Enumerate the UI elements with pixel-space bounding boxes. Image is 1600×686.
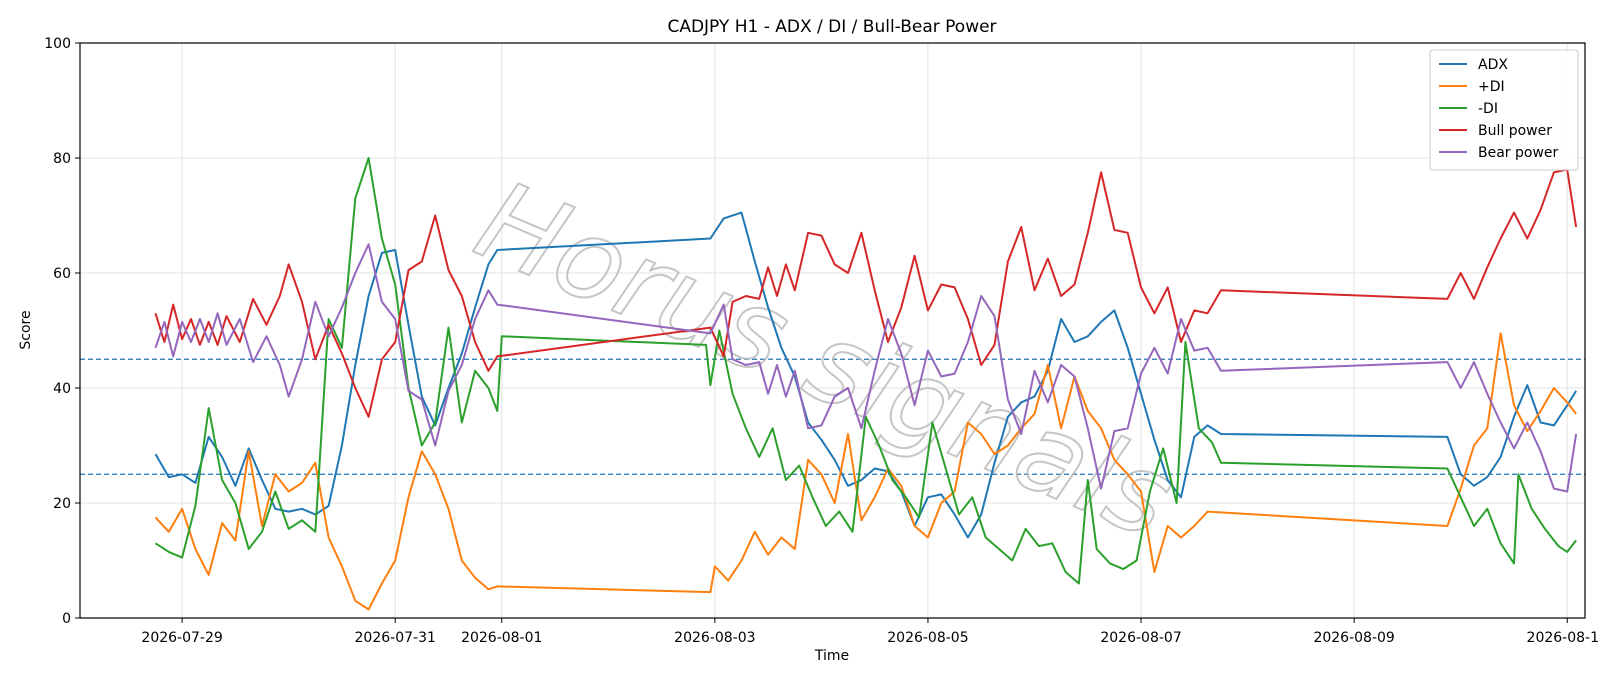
x-tick-label: 2026-08-05 [887,630,968,646]
legend-label: -DI [1478,101,1498,117]
y-tick-label: 0 [62,611,71,627]
x-axis: 2026-07-29 2026-07-31 2026-08-01 2026-08-03… [141,618,1600,646]
y-tick-label: 100 [44,36,71,52]
y-axis: 0 20 40 60 80 100 [44,36,80,627]
x-tick-label: 2026-08-09 [1313,630,1394,646]
legend-label: ADX [1478,57,1508,73]
y-axis-title: Score [18,310,34,349]
legend-label: Bull power [1478,123,1552,139]
plot-frame [79,42,1586,619]
x-tick-label: 2026-07-29 [141,630,222,646]
legend: ADX +DI -DI Bull power Bear power [1429,49,1579,171]
legend-box [1429,49,1579,171]
series-line-bear-power [154,243,1578,493]
legend-label: +DI [1478,79,1505,95]
series-line--di [154,332,1577,611]
series-layer [154,157,1578,611]
legend-label: Bear power [1478,145,1559,161]
chart-title: CADJPY H1 - ADX / DI / Bull-Bear Power [667,17,996,37]
y-tick-label: 20 [53,496,71,512]
x-tick-label: 2026-08-03 [674,630,755,646]
x-tick-label: 2026-08-11 [1527,630,1600,646]
series-line-bull-power [154,168,1578,418]
x-axis-title: Time [814,648,849,664]
y-tick-label: 60 [53,266,71,282]
x-tick-label: 2026-08-01 [461,630,542,646]
y-tick-label: 80 [53,151,71,167]
x-tick-label: 2026-08-07 [1100,630,1181,646]
y-tick-label: 40 [53,381,71,397]
reference-lines [80,358,1585,475]
series-line--di [154,157,1577,585]
x-tick-label: 2026-07-31 [355,630,436,646]
